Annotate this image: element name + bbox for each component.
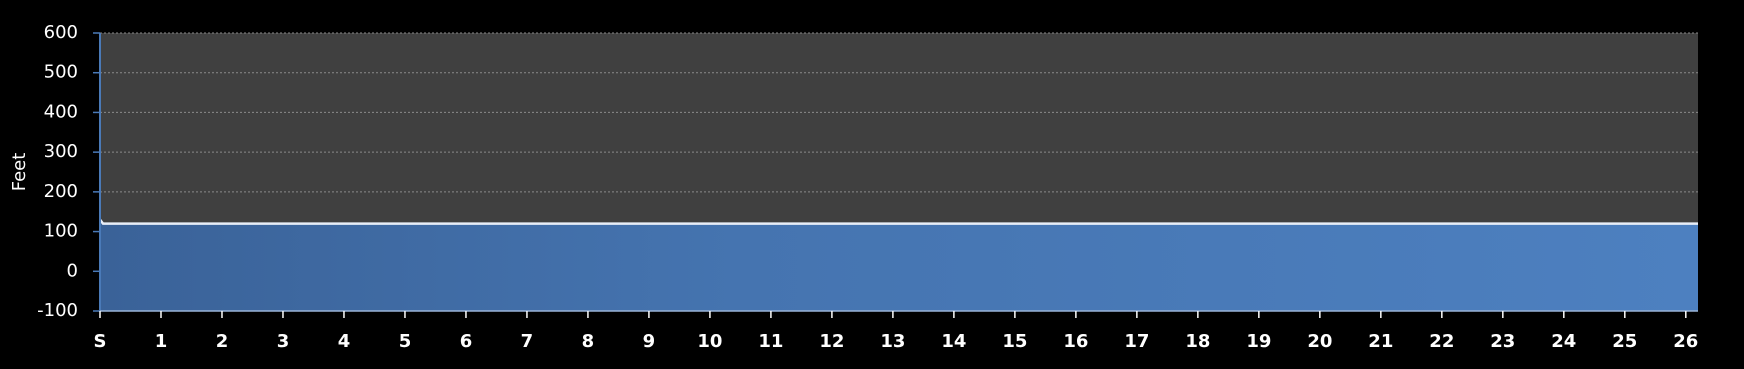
x-tick-label: S <box>94 331 107 352</box>
x-tick-label: 8 <box>582 331 595 352</box>
y-tick-label: 200 <box>44 181 78 202</box>
x-tick-label: 23 <box>1490 331 1515 352</box>
x-tick-label: 22 <box>1429 331 1454 352</box>
x-tick-label: 7 <box>521 331 534 352</box>
x-tick-label: 6 <box>460 331 473 352</box>
y-tick-label: 100 <box>44 221 78 242</box>
x-tick-label: 10 <box>697 331 722 352</box>
x-tick-label: 9 <box>643 331 656 352</box>
x-tick-label: 17 <box>1124 331 1149 352</box>
x-tick-label: 19 <box>1246 331 1271 352</box>
x-tick-label: 26 <box>1673 331 1698 352</box>
x-tick-label: 1 <box>155 331 168 352</box>
x-tick-label: 2 <box>216 331 229 352</box>
y-tick-label: 300 <box>44 141 78 162</box>
y-axis-label: Feet <box>9 153 30 192</box>
x-tick-label: 20 <box>1307 331 1332 352</box>
y-tick-label: -100 <box>37 300 78 321</box>
area <box>100 219 1698 311</box>
x-tick-label: 25 <box>1612 331 1637 352</box>
x-tick-label: 14 <box>941 331 966 352</box>
elevation-line <box>99 218 1698 225</box>
x-tick-label: 13 <box>880 331 905 352</box>
y-tick-label: 600 <box>44 22 78 43</box>
x-tick-label: 24 <box>1551 331 1576 352</box>
x-tick-label: 11 <box>758 331 783 352</box>
x-tick-label: 21 <box>1368 331 1393 352</box>
x-tick-label: 3 <box>277 331 290 352</box>
x-tick-label: 4 <box>338 331 351 352</box>
x-tick-label: 12 <box>819 331 844 352</box>
x-tick-label: 18 <box>1185 331 1210 352</box>
y-tick-label: 500 <box>44 62 78 83</box>
x-tick-label: 5 <box>399 331 412 352</box>
y-tick-label: 0 <box>67 260 78 281</box>
y-tick-label: 400 <box>44 101 78 122</box>
x-tick-label: 16 <box>1063 331 1088 352</box>
x-tick-label: 15 <box>1002 331 1027 352</box>
